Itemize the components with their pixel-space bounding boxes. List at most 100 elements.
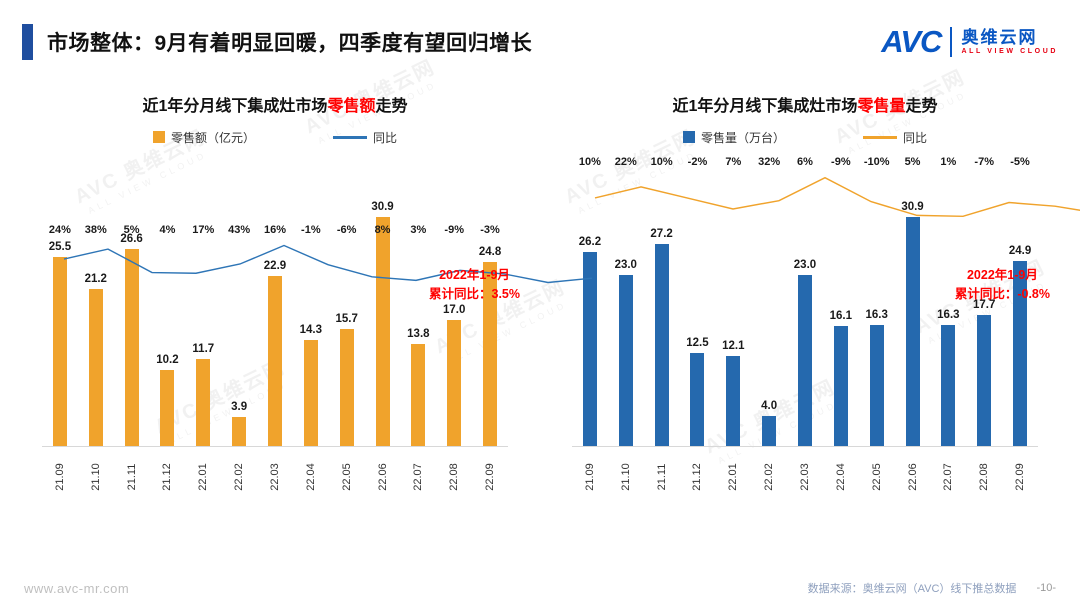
x-tick-label: 21.11 bbox=[125, 463, 138, 491]
x-tick-label: 22.02 bbox=[763, 463, 776, 491]
x-tick: 22.09 bbox=[472, 447, 508, 505]
bar-value-label: 24.9 bbox=[1008, 245, 1032, 258]
x-tick-label: 21.09 bbox=[583, 463, 596, 491]
yoy-label: 5% bbox=[123, 224, 140, 236]
bar-value-label: 4.0 bbox=[761, 400, 778, 413]
bar-value-label: 23.0 bbox=[614, 259, 637, 272]
charts-row: 近1年分月线下集成灶市场零售额走势 零售额（亿元） 同比 24% 38% 5% 4% 1… bbox=[42, 92, 1080, 491]
bar-value-label: 27.2 bbox=[650, 228, 673, 241]
bar bbox=[762, 416, 777, 446]
bar bbox=[232, 417, 247, 446]
bar-column: 13.8 bbox=[400, 152, 436, 446]
yoy-label: 10% bbox=[578, 156, 601, 168]
legend-bar-item: 零售额（亿元） bbox=[152, 129, 255, 146]
x-tick: 22.07 bbox=[930, 447, 966, 505]
x-tick-label: 21.12 bbox=[161, 463, 174, 491]
x-tick-label: 22.07 bbox=[942, 463, 955, 491]
bar bbox=[339, 329, 354, 446]
bar bbox=[977, 314, 992, 446]
x-tick: 22.06 bbox=[895, 447, 931, 505]
bar-value-label: 17.7 bbox=[973, 298, 996, 311]
chart-title-highlight: 零售量 bbox=[857, 98, 906, 115]
x-tick: 22.03 bbox=[257, 447, 293, 505]
logo-company-name: 奥维云网 bbox=[961, 28, 1038, 48]
yoy-label: 5% bbox=[904, 156, 921, 168]
bar-swatch-icon bbox=[682, 131, 695, 143]
x-tick: 21.09 bbox=[572, 447, 608, 505]
bar-column: 30.9 bbox=[895, 152, 931, 446]
bars-area: 25.5 21.2 26.6 10.2 11.7 3.9 22.9 14.3 15.7 30.9 1… bbox=[42, 152, 508, 447]
bar bbox=[483, 261, 498, 446]
yoy-label: 16% bbox=[263, 224, 286, 236]
x-tick-label: 22.04 bbox=[834, 463, 847, 491]
page-title: 市场整体：9月有着明显回暖，四季度有望回归增长 bbox=[47, 32, 533, 55]
bar-value-label: 12.1 bbox=[722, 340, 745, 353]
yoy-label-row: 10% 22% 10% -2% 7% 32% 6% -9% -10% 5% 1% -7% -5% bbox=[572, 156, 1038, 168]
x-tick-label: 22.09 bbox=[1014, 463, 1027, 491]
bar-column: 12.5 bbox=[680, 152, 716, 446]
x-tick: 22.04 bbox=[823, 447, 859, 505]
bar-column: 23.0 bbox=[787, 152, 823, 446]
yoy-label: 22% bbox=[614, 156, 637, 168]
bar-value-label: 15.7 bbox=[335, 313, 358, 326]
x-tick: 21.10 bbox=[78, 447, 114, 505]
bar bbox=[267, 276, 282, 446]
bar-value-label: 13.8 bbox=[407, 327, 430, 340]
yoy-label: 38% bbox=[84, 224, 107, 236]
bar-column: 15.7 bbox=[329, 152, 365, 446]
bar-value-label: 25.5 bbox=[48, 240, 72, 253]
footer-url: www.avc-mr.com bbox=[24, 580, 130, 596]
yoy-label: 24% bbox=[48, 224, 71, 236]
bar-column: 3.9 bbox=[221, 152, 257, 446]
x-tick: 21.11 bbox=[644, 447, 680, 505]
bar-column: 30.9 bbox=[365, 152, 401, 446]
line-swatch-icon bbox=[863, 135, 897, 139]
yoy-label: 32% bbox=[758, 156, 781, 168]
x-tick-label: 22.07 bbox=[412, 463, 425, 491]
avc-logo: AVC 奥维云网 ALL VIEW CLOUD bbox=[881, 24, 1058, 60]
annotation-line2: 累计同比：3.5% bbox=[429, 287, 520, 302]
x-tick-label: 22.08 bbox=[448, 463, 461, 491]
x-tick-label: 21.10 bbox=[89, 463, 102, 491]
x-tick: 22.01 bbox=[715, 447, 751, 505]
bar bbox=[618, 275, 633, 446]
bar-value-label: 12.5 bbox=[686, 337, 709, 350]
x-axis-labels: 21.09 21.10 21.11 21.12 22.01 22.02 22.03 22.04… bbox=[572, 447, 1038, 505]
yoy-label-row: 24% 38% 5% 4% 17% 43% 16% -1% -6% 8% 3% -9% -3% bbox=[42, 224, 508, 236]
cumulative-annotation: 2022年1-9月 累计同比：3.5% bbox=[429, 266, 520, 305]
x-tick-label: 21.12 bbox=[691, 463, 704, 491]
legend-line-label: 同比 bbox=[903, 130, 928, 145]
logo-divider bbox=[950, 27, 953, 57]
bar-column: 27.2 bbox=[644, 152, 680, 446]
bar bbox=[160, 370, 175, 446]
x-tick: 22.04 bbox=[293, 447, 329, 505]
chart-title-prefix: 近1年分月线下集成灶市场 bbox=[142, 98, 328, 115]
bar-value-label: 10.2 bbox=[156, 354, 179, 367]
bar bbox=[303, 339, 318, 446]
bar-value-label: 14.3 bbox=[299, 323, 323, 336]
chart-title-prefix: 近1年分月线下集成灶市场 bbox=[672, 98, 858, 115]
x-tick-label: 22.02 bbox=[233, 463, 246, 491]
bar bbox=[124, 248, 139, 446]
legend-bar-label: 零售量（万台） bbox=[700, 130, 785, 145]
x-tick: 22.05 bbox=[329, 447, 365, 505]
x-tick-label: 22.01 bbox=[727, 463, 740, 491]
chart-title: 近1年分月线下集成灶市场零售额走势 bbox=[42, 92, 508, 116]
bar-value-label: 26.6 bbox=[120, 232, 143, 245]
yoy-label: 4% bbox=[159, 224, 176, 236]
x-tick-label: 22.04 bbox=[304, 463, 317, 491]
retail-volume-chart: 近1年分月线下集成灶市场零售量走势 零售量（万台） 同比 10% 22% 10% -2… bbox=[572, 92, 1080, 491]
bar-column: 24.9 bbox=[1002, 152, 1038, 446]
legend: 零售额（亿元） 同比 bbox=[42, 128, 508, 146]
cumulative-annotation: 2022年1-9月 累计同比：-0.8% bbox=[955, 266, 1050, 305]
yoy-label: -5% bbox=[1010, 156, 1030, 168]
bar-value-label: 21.2 bbox=[84, 272, 107, 285]
x-tick: 22.03 bbox=[787, 447, 823, 505]
bar bbox=[690, 353, 705, 446]
x-tick-label: 22.09 bbox=[484, 463, 497, 491]
x-tick: 22.08 bbox=[966, 447, 1002, 505]
bar-column: 26.2 bbox=[572, 152, 608, 446]
plot-area: 24% 38% 5% 4% 17% 43% 16% -1% -6% 8% 3% -9% -3% 25.5… bbox=[42, 152, 593, 491]
avc-logo-mark: AVC bbox=[881, 24, 942, 59]
